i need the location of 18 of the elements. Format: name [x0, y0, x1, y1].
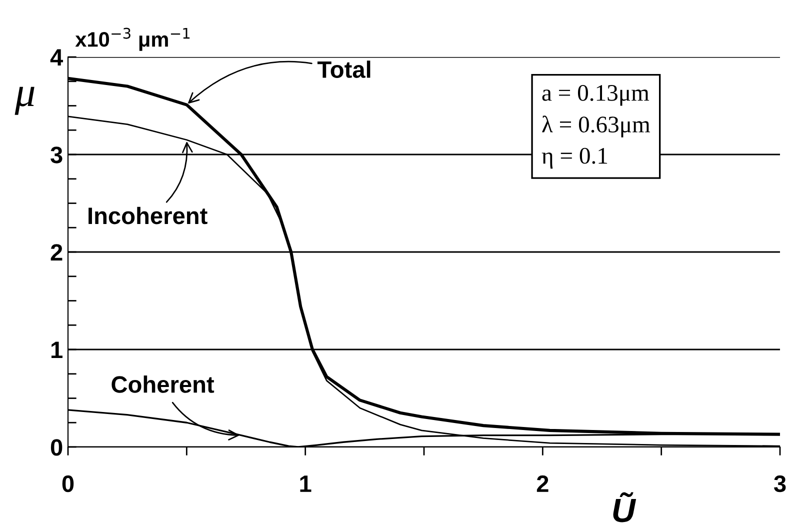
- x-tick-label: 2: [536, 475, 548, 492]
- annotation: a = 0.13μm: [542, 84, 650, 106]
- y-tick-label: 0: [50, 439, 62, 456]
- x-tick-label: 3: [774, 475, 786, 492]
- annotation: λ = 0.63μm: [542, 116, 650, 138]
- x-axis-title: Ũ: [613, 492, 636, 522]
- x-tick-label: 0: [62, 475, 74, 492]
- text: x10$^{−3}$ μm$^{−1}$: [75, 28, 190, 51]
- y-axis-title: μ: [14, 86, 34, 115]
- y-tick-label: 4: [50, 49, 64, 66]
- x-tick-label: 1: [300, 476, 312, 492]
- y-tick-label: 2: [50, 244, 62, 261]
- y-tick-label: 1: [51, 342, 62, 358]
- text: Total: [317, 60, 370, 78]
- text: Incoherent: [88, 206, 208, 224]
- annotation: η = 0.1: [542, 148, 608, 169]
- series-label: Coherent: [112, 376, 214, 393]
- y-tick-label: 3: [50, 146, 62, 164]
